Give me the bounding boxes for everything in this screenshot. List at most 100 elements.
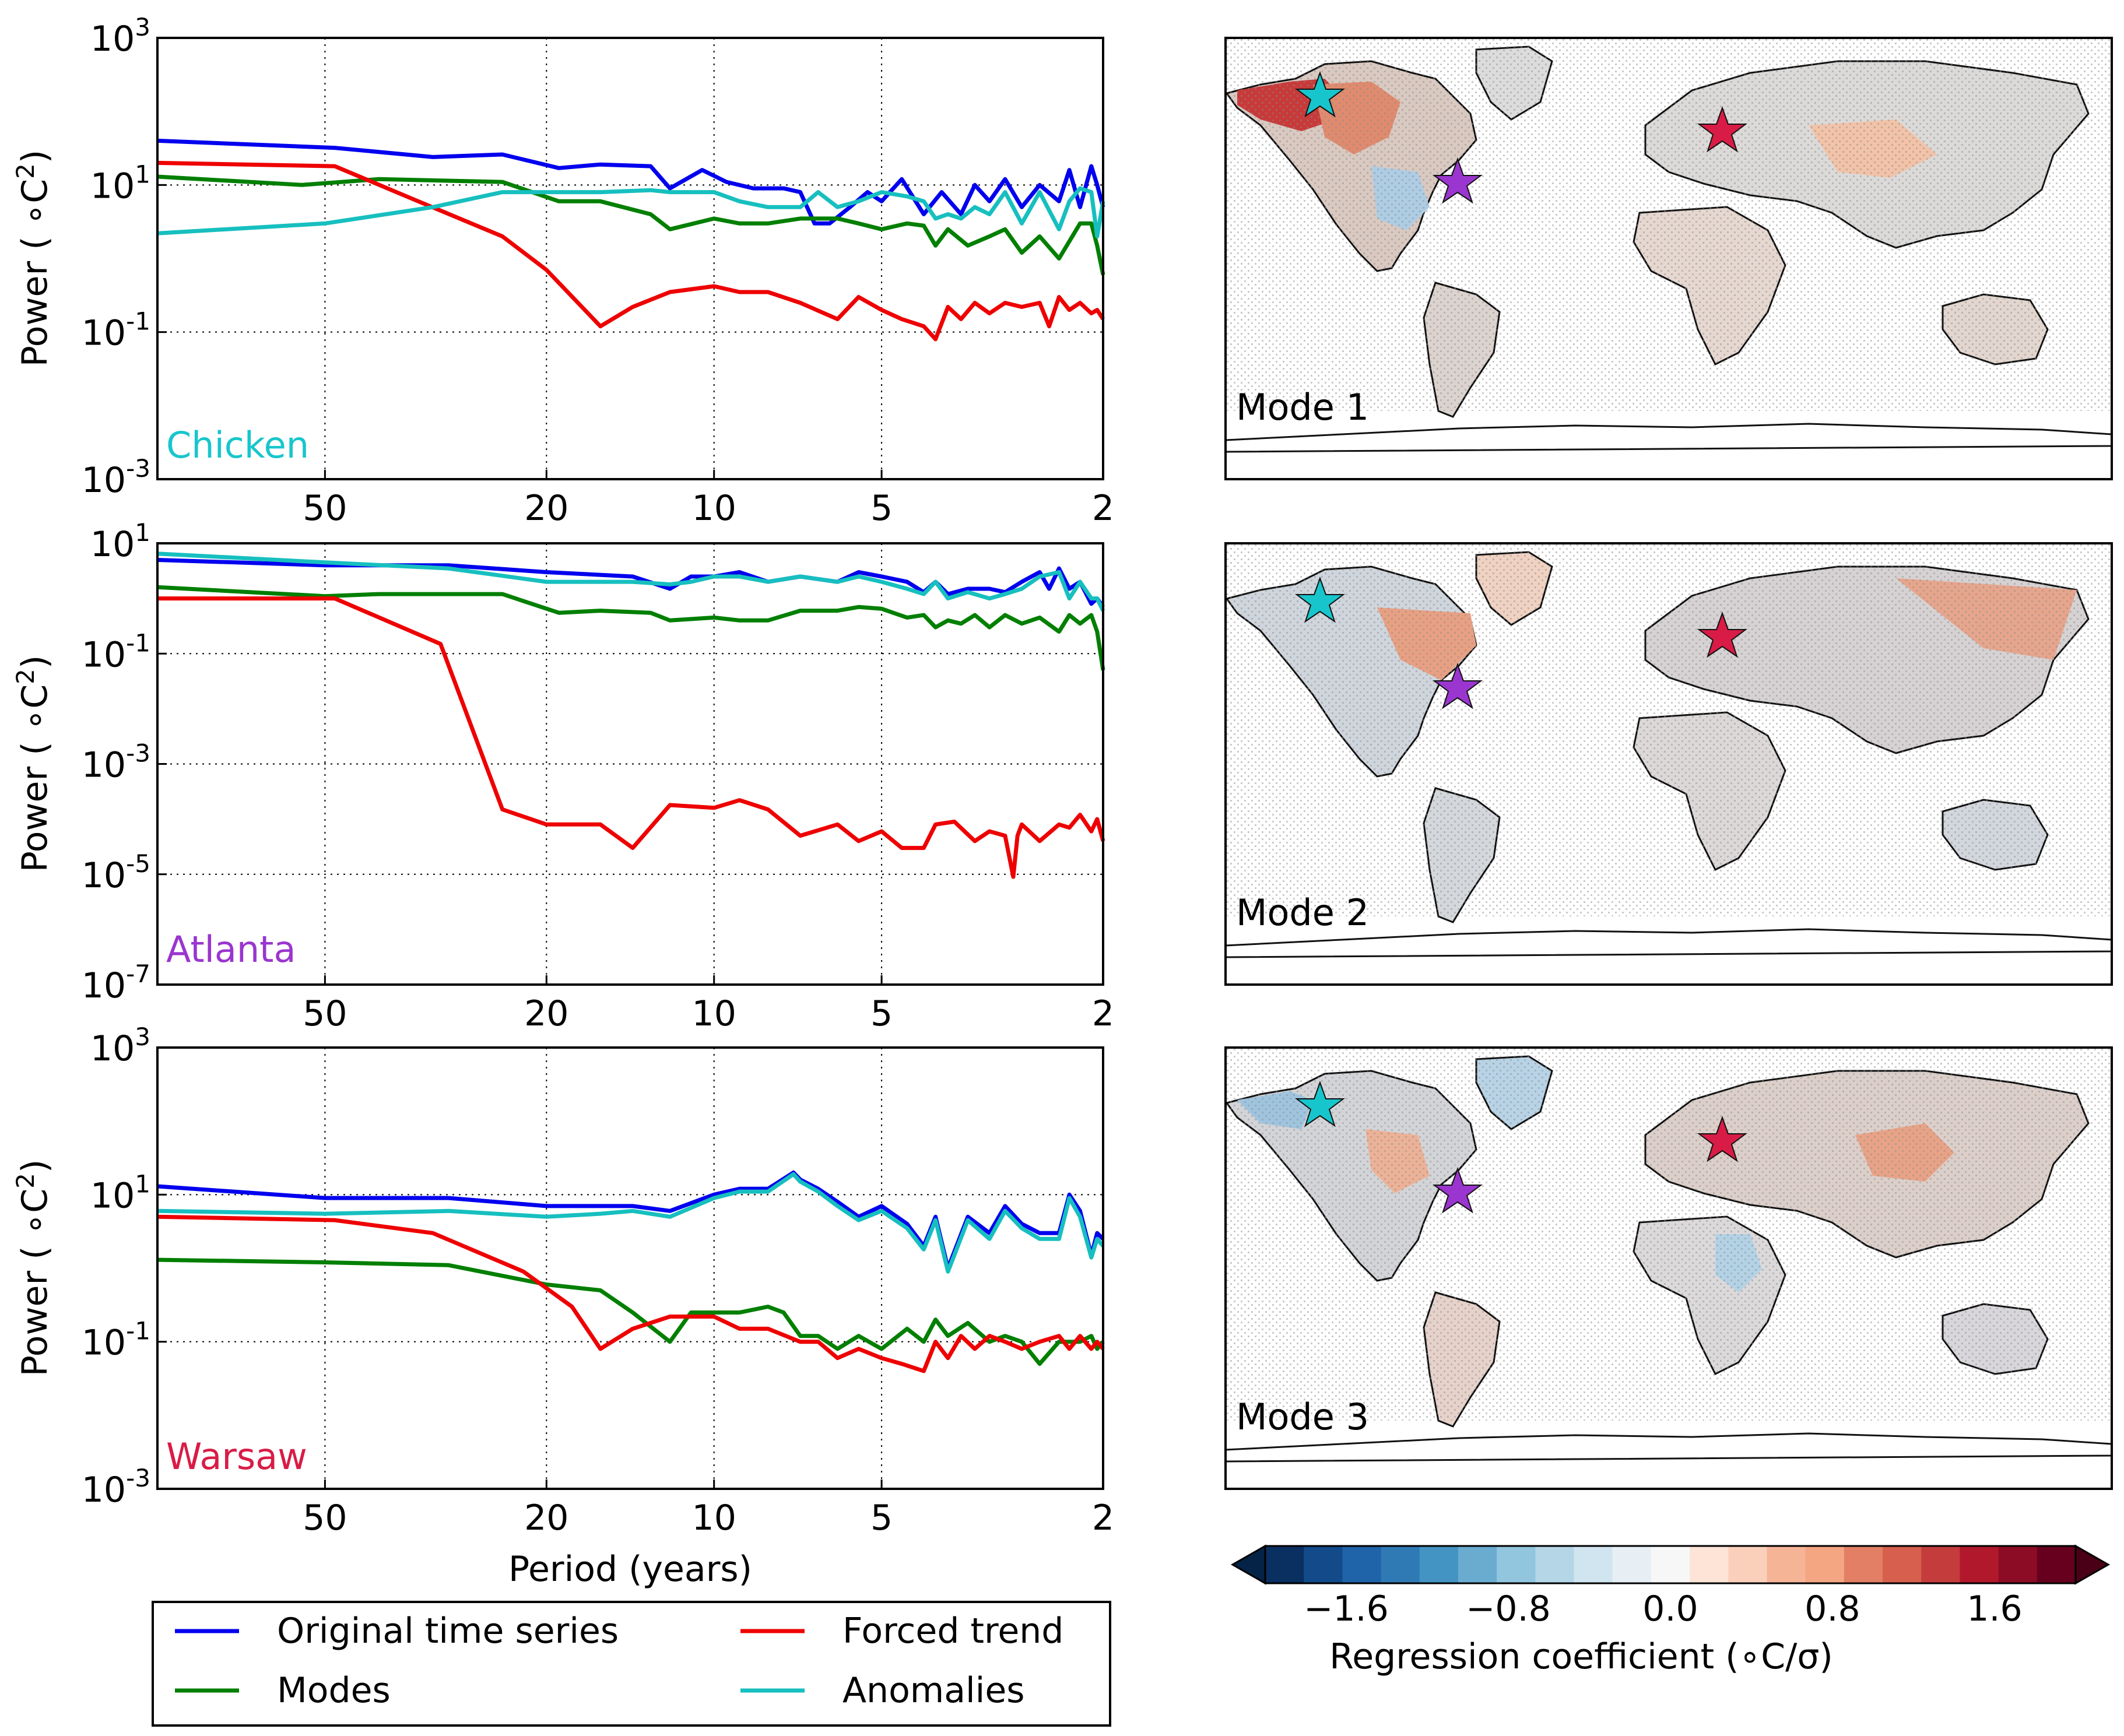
colorbar-tick-label: 0.0 bbox=[1642, 1589, 1698, 1629]
y-tick-label: 10-1 bbox=[82, 307, 150, 354]
spectrum-panel-atlanta: 50 20 10 5 2 10-7 10-5 10-3 10-1 101 Atlanta Powe… bbox=[11, 518, 1114, 1034]
colorbar-extend-high bbox=[2074, 1544, 2111, 1585]
legend-label-forced: Forced trend bbox=[842, 1611, 1063, 1651]
colorbar-swatch bbox=[1381, 1546, 1420, 1583]
colorbar-tick-label: 1.6 bbox=[1967, 1589, 2022, 1629]
x-tick-label: 50 bbox=[303, 488, 347, 529]
series-forced-trend bbox=[157, 160, 1105, 342]
axes-frame bbox=[156, 37, 1104, 480]
x-tick-label: 10 bbox=[692, 488, 736, 529]
spectrum-panel-warsaw: 50 20 10 5 2 10-3 10-1 101 103 Warsaw Power ( ∘C… bbox=[11, 1022, 1114, 1590]
star-chicken bbox=[1295, 1081, 1345, 1127]
y-tick-label: 10-1 bbox=[82, 1317, 150, 1364]
series-modes bbox=[157, 585, 1105, 671]
x-tick-label: 20 bbox=[524, 488, 568, 529]
star-warsaw bbox=[1697, 1116, 1747, 1162]
legend-label-modes: Modes bbox=[277, 1670, 391, 1711]
y-tick-label: 10-1 bbox=[82, 628, 150, 675]
star-atlanta bbox=[1433, 663, 1483, 709]
colorbar-frame bbox=[1264, 1545, 2077, 1584]
axes-frame bbox=[156, 542, 1104, 986]
map-panel-mode-1: Mode 1 bbox=[1224, 37, 2113, 480]
star-chicken bbox=[1295, 71, 1345, 118]
map-mode-label: Mode 3 bbox=[1236, 1396, 1369, 1438]
colorbar-tick-label: 0.8 bbox=[1804, 1589, 1860, 1629]
y-axis-label: Power ( ∘C2) bbox=[11, 150, 55, 367]
x-tick-label: 2 bbox=[1092, 993, 1114, 1034]
colorbar-swatch bbox=[1342, 1546, 1382, 1583]
y-axis-label: Power ( ∘C2) bbox=[11, 655, 55, 873]
star-atlanta bbox=[1433, 157, 1483, 204]
colorbar-swatch bbox=[2037, 1546, 2076, 1583]
spectrum-panel-chicken: 50 20 10 5 2 10-3 10-1 101 103 Chicken Power ( ∘… bbox=[11, 13, 1114, 529]
colorbar-swatch bbox=[1690, 1546, 1729, 1583]
y-tick-label: 10-3 bbox=[82, 454, 150, 501]
continent-antarctica bbox=[1224, 423, 2113, 453]
y-tick-label: 10-3 bbox=[82, 1464, 150, 1510]
legend: Original time series Forced trend Modes … bbox=[152, 1601, 1111, 1727]
series-forced-trend bbox=[157, 596, 1105, 879]
map-mode-label: Mode 2 bbox=[1236, 891, 1369, 934]
x-tick-label: 20 bbox=[524, 993, 568, 1034]
map-frame bbox=[1224, 1046, 2113, 1490]
map-mode-label: Mode 1 bbox=[1236, 386, 1369, 428]
series-modes bbox=[157, 1257, 1105, 1366]
map-panel-mode-2: Mode 2 bbox=[1224, 542, 2113, 986]
station-label-chicken: Chicken bbox=[166, 424, 309, 466]
y-tick-label: 101 bbox=[90, 518, 150, 565]
colorbar-swatch bbox=[1844, 1546, 1883, 1583]
map-panel-mode-3: Mode 3 bbox=[1224, 1046, 2113, 1490]
y-tick-label: 10-3 bbox=[82, 739, 150, 786]
x-tick-label: 10 bbox=[692, 993, 736, 1034]
colorbar-swatch bbox=[1883, 1546, 1922, 1583]
colorbar-swatch bbox=[1767, 1546, 1806, 1583]
significance-stippling bbox=[1226, 1048, 2112, 1421]
x-tick-label: 2 bbox=[1092, 1498, 1114, 1538]
y-tick-label: 101 bbox=[90, 160, 150, 206]
continent-antarctica bbox=[1224, 1432, 2113, 1463]
colorbar-swatch bbox=[1458, 1546, 1497, 1583]
x-tick-label: 50 bbox=[303, 1498, 347, 1538]
colorbar-swatch bbox=[1960, 1546, 1999, 1583]
colorbar-swatch bbox=[1535, 1546, 1575, 1583]
map-frame bbox=[1224, 37, 2113, 480]
star-warsaw bbox=[1697, 612, 1747, 658]
colorbar-swatch bbox=[1998, 1546, 2038, 1583]
star-atlanta bbox=[1433, 1167, 1483, 1214]
y-tick-label: 101 bbox=[90, 1169, 150, 1216]
colorbar-swatch bbox=[1574, 1546, 1613, 1583]
colorbar-label: Regression coefficient (∘C/σ) bbox=[1329, 1636, 1833, 1677]
colorbar-swatch bbox=[1805, 1546, 1845, 1583]
y-tick-label: 10-7 bbox=[82, 960, 150, 1006]
x-tick-label: 5 bbox=[870, 993, 893, 1034]
colorbar-tick-label: −1.6 bbox=[1304, 1589, 1389, 1629]
x-tick-label: 5 bbox=[870, 1498, 893, 1538]
series-anomalies bbox=[157, 186, 1105, 238]
legend-label-original: Original time series bbox=[277, 1611, 619, 1651]
x-tick-label: 10 bbox=[692, 1498, 736, 1538]
legend-label-anomalies: Anomalies bbox=[842, 1670, 1025, 1711]
map-frame bbox=[1224, 542, 2113, 986]
x-tick-label: 2 bbox=[1092, 488, 1114, 529]
x-tick-label: 50 bbox=[303, 993, 347, 1034]
colorbar-swatch bbox=[1728, 1546, 1768, 1583]
station-label-atlanta: Atlanta bbox=[166, 928, 296, 971]
significance-stippling bbox=[1226, 543, 2112, 916]
series-original-time-series bbox=[157, 138, 1105, 226]
colorbar-extend-low bbox=[1230, 1544, 1266, 1585]
x-tick-label: 5 bbox=[870, 488, 893, 529]
station-label-warsaw: Warsaw bbox=[166, 1435, 307, 1478]
colorbar-swatch bbox=[1651, 1546, 1690, 1583]
colorbar-swatch bbox=[1612, 1546, 1652, 1583]
x-tick-label: 20 bbox=[524, 1498, 568, 1538]
y-tick-label: 103 bbox=[90, 13, 150, 59]
colorbar: −1.6 −0.8 0.0 0.8 1.6 bbox=[1230, 1544, 2111, 1629]
series-forced-trend bbox=[157, 1214, 1105, 1373]
significance-stippling bbox=[1226, 38, 2112, 411]
series-anomalies bbox=[157, 551, 1105, 612]
colorbar-swatch bbox=[1265, 1546, 1304, 1583]
series-anomalies bbox=[157, 1172, 1105, 1274]
y-tick-label: 103 bbox=[90, 1022, 150, 1069]
y-tick-label: 10-5 bbox=[82, 849, 150, 896]
